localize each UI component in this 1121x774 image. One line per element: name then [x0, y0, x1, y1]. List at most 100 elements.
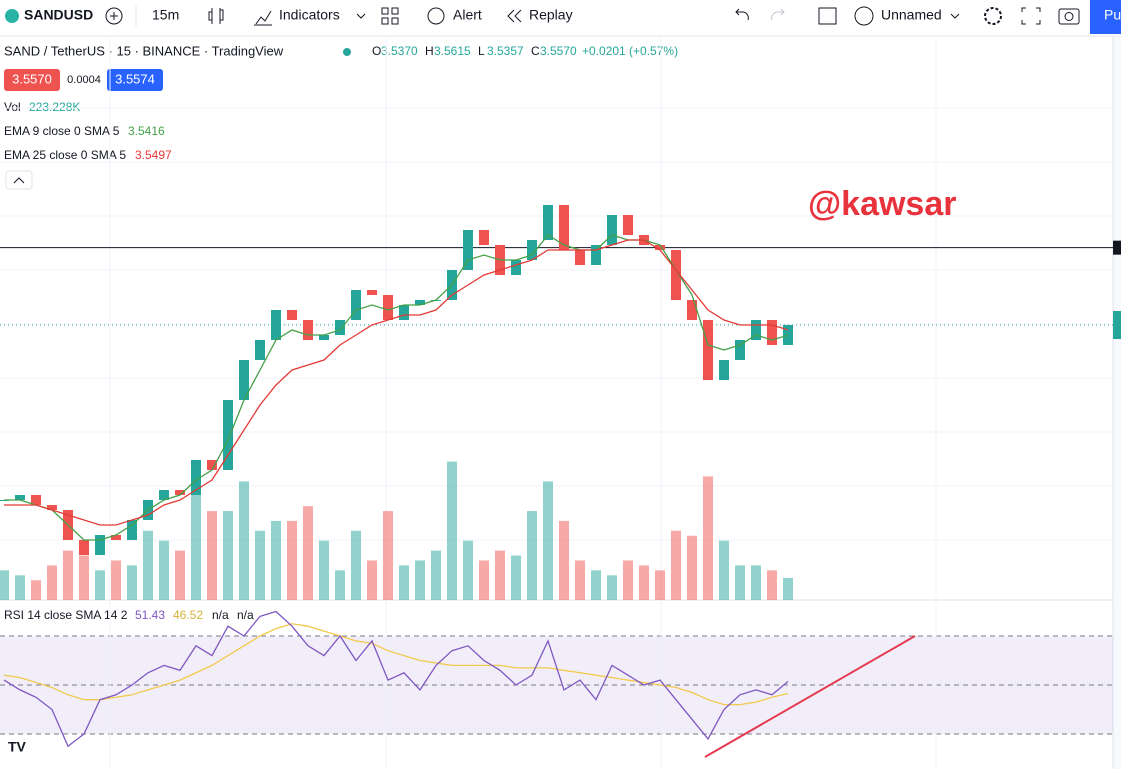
candle	[223, 400, 233, 470]
snapshot[interactable]	[1058, 8, 1080, 25]
candle	[735, 340, 745, 360]
volume-bar	[719, 540, 729, 600]
ema-line	[4, 234, 789, 541]
candle	[159, 490, 169, 500]
candle	[655, 245, 665, 250]
templates[interactable]	[381, 7, 399, 25]
ohlc: O 3.5370 H 3.5615 L 3.5357 C 3.5570 +0.0201 (+0.…	[372, 44, 678, 58]
ask-box[interactable]	[107, 69, 163, 91]
candle	[383, 295, 393, 320]
interval[interactable]: 15m	[152, 7, 179, 23]
candle	[351, 290, 361, 320]
symbol[interactable]: SANDUSD	[24, 7, 93, 23]
volume-bar	[175, 550, 185, 600]
na: n/a	[237, 608, 254, 622]
volume-bar	[687, 535, 697, 600]
volume-bar	[559, 520, 569, 600]
volume-bar	[127, 565, 137, 600]
candle	[255, 340, 265, 360]
candle	[751, 320, 761, 340]
candle	[239, 360, 249, 400]
candle	[271, 310, 281, 340]
volume-bar	[271, 520, 281, 600]
tv-logo: TV	[4, 737, 34, 759]
price-scale	[1113, 37, 1121, 769]
volume-bar	[415, 560, 425, 600]
ema-line	[4, 239, 789, 526]
volume-bar	[111, 560, 121, 600]
layout-icon[interactable]	[818, 7, 837, 25]
last-price-handle	[1113, 311, 1121, 339]
ohlc-key: C	[531, 44, 540, 58]
volume-bar	[543, 481, 553, 600]
ohlc-key: H	[425, 44, 434, 58]
candle	[319, 335, 329, 340]
settings[interactable]	[984, 7, 1002, 25]
change: +0.0201 (+0.57%)	[582, 44, 678, 58]
caret[interactable]	[950, 13, 960, 19]
indicators[interactable]: Indicators	[279, 7, 340, 23]
rsi-label: RSI 14 close SMA 14 2	[4, 608, 128, 622]
candle	[191, 460, 201, 495]
candle	[543, 205, 553, 240]
volume-bar	[703, 476, 713, 600]
ask: 3.5574	[115, 71, 155, 86]
bid: 3.5570	[12, 71, 52, 86]
caret[interactable]	[356, 13, 366, 19]
alert-icon	[427, 7, 445, 25]
volume-bar	[351, 530, 361, 600]
volume-bar	[751, 565, 761, 600]
undo[interactable]	[735, 8, 749, 21]
volume-bar	[383, 511, 393, 600]
candle	[559, 205, 569, 250]
volume-bar	[303, 506, 313, 600]
candle	[127, 520, 137, 540]
ema25-value: 3.5497	[135, 148, 172, 162]
layout-name[interactable]: Unnamed	[881, 7, 942, 23]
symbol-icon	[5, 9, 19, 23]
chart-type[interactable]	[208, 8, 224, 24]
volume-bar	[511, 555, 521, 600]
volume-bar	[143, 530, 153, 600]
volume-bar	[47, 565, 57, 600]
chevron	[13, 177, 25, 184]
collapse-button[interactable]	[5, 170, 33, 190]
candle	[783, 325, 793, 345]
volume-bar	[447, 461, 457, 600]
vol-label: Vol	[4, 100, 21, 114]
redo[interactable]	[771, 8, 785, 21]
ema25-label: EMA 25 close 0 SMA 5	[4, 148, 126, 162]
volume-bar	[15, 575, 25, 600]
publish-button[interactable]	[1090, 0, 1121, 34]
volume-bar	[335, 570, 345, 600]
alert[interactable]: Alert	[453, 7, 482, 23]
vol-value: 223.228K	[29, 100, 80, 114]
volume-bar	[223, 511, 233, 600]
spread: 0.0004	[67, 74, 101, 86]
replay[interactable]: Replay	[529, 7, 573, 23]
candle	[591, 245, 601, 265]
volume-bar	[191, 491, 201, 600]
bid-box[interactable]	[4, 69, 60, 91]
candle	[111, 535, 121, 540]
volume-bar	[0, 570, 9, 600]
candle	[479, 230, 489, 245]
legend: SAND / TetherUS · 15 · BINANCE · Trading…	[4, 43, 678, 622]
ohlc-value: 3.5357	[487, 44, 524, 58]
candle	[399, 305, 409, 320]
watermark: @kawsar	[808, 185, 956, 223]
candle	[719, 360, 729, 380]
add-symbol[interactable]	[105, 7, 123, 25]
candle	[287, 310, 297, 320]
volume-bar	[431, 550, 441, 600]
cloud-icon	[854, 6, 874, 26]
fullscreen[interactable]	[1021, 7, 1041, 25]
svg-text:TV: TV	[8, 739, 27, 755]
volume-bar	[639, 565, 649, 600]
volume-bar	[207, 511, 217, 600]
candle	[703, 320, 713, 380]
candle	[175, 490, 185, 495]
